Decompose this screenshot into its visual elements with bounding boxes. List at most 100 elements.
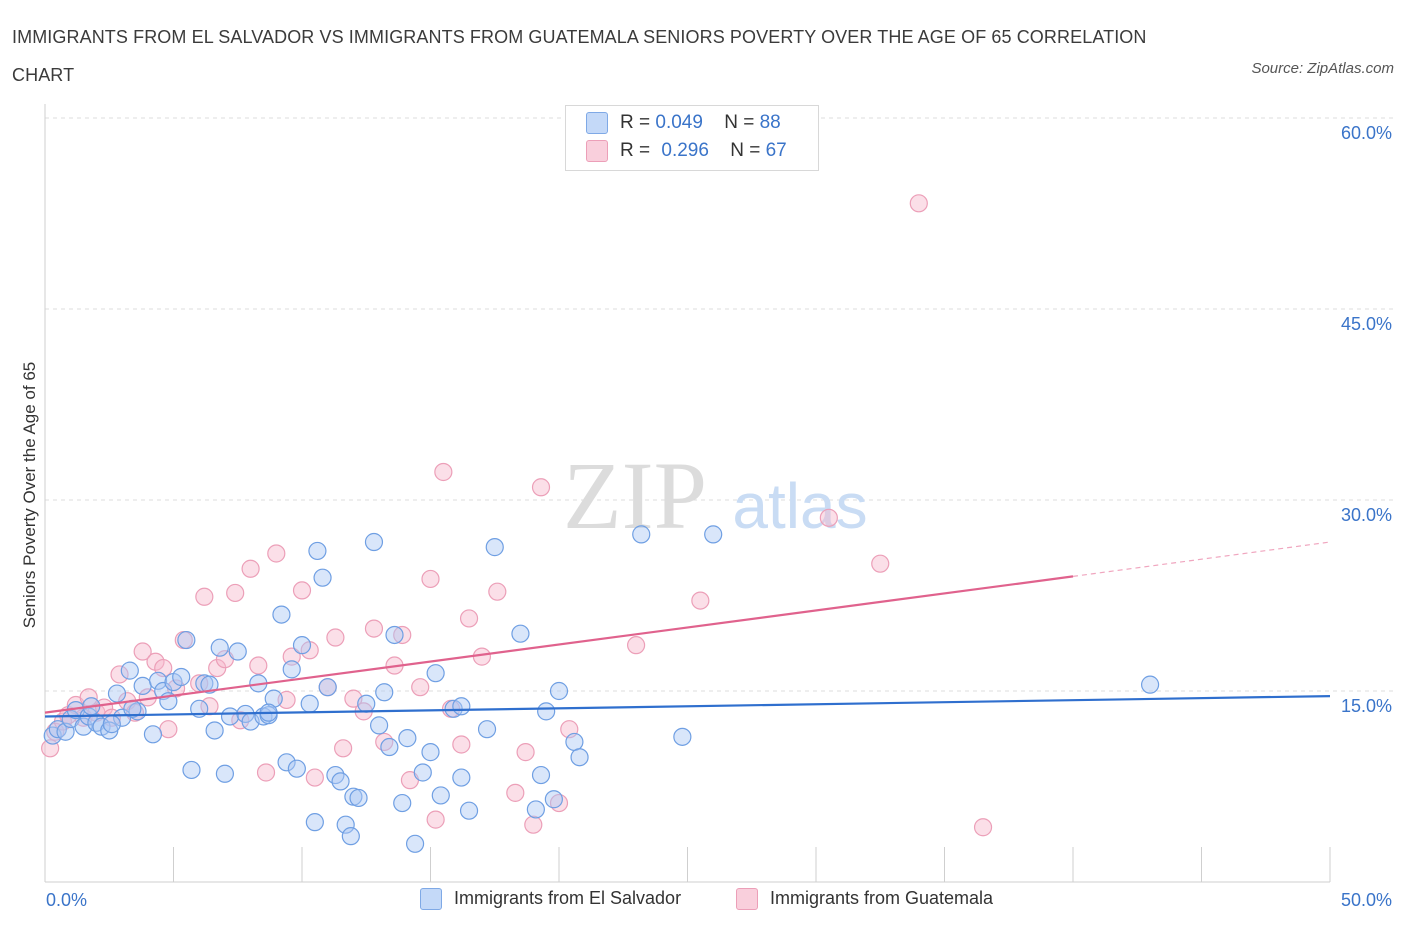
el-salvador-point: [200, 675, 219, 694]
y-tick-label: 60.0%: [1340, 123, 1392, 143]
guatemala-point: [159, 720, 178, 739]
guatemala-point: [241, 559, 260, 578]
guatemala-point: [277, 690, 296, 710]
el-salvador-point: [452, 768, 471, 787]
guatemala-point: [531, 478, 551, 497]
el-salvador-point: [357, 694, 376, 713]
guatemala-point: [292, 581, 312, 600]
bottom-legend-guatemala: Immigrants from Guatemala: [736, 888, 994, 911]
legend-n-label: N =: [724, 112, 755, 134]
el-salvador-point: [215, 764, 234, 783]
el-salvador-point: [511, 624, 530, 643]
el-salvador-point: [431, 786, 450, 805]
guatemala-point: [364, 619, 384, 638]
legend-row-guatemala: R = 0.296 N = 67: [586, 140, 787, 166]
guatemala-point: [326, 628, 345, 647]
el-salvador-points: [43, 525, 1160, 853]
legend-r-value: 0.296: [661, 140, 709, 162]
el-salvador-point: [264, 689, 283, 708]
el-salvador-point: [349, 788, 368, 808]
el-salvador-point: [336, 815, 355, 834]
el-salvador-point: [107, 684, 127, 703]
legend-r-label: R =: [620, 140, 651, 162]
el-salvador-point: [531, 765, 551, 785]
bottom-legend-label: Immigrants from Guatemala: [770, 888, 994, 908]
el-salvador-point: [300, 694, 319, 713]
guatemala-point: [626, 636, 646, 655]
watermark: ZIP atlas: [563, 442, 868, 549]
el-salvador-point: [177, 630, 196, 650]
guatemala-point: [488, 582, 507, 601]
el-salvador-point: [370, 716, 389, 735]
el-salvador-point: [526, 800, 545, 819]
el-salvador-trend-line: [44, 694, 1331, 718]
guatemala-point: [226, 583, 245, 603]
el-salvador-point: [228, 642, 247, 661]
guatemala-point: [434, 462, 453, 482]
el-salvador-point: [287, 759, 306, 778]
el-salvador-point: [398, 729, 417, 748]
el-salvador-point: [405, 834, 425, 853]
guatemala-point: [282, 647, 301, 666]
source-label: Source: ZipAtlas.com: [1251, 60, 1394, 77]
el-salvador-point: [133, 676, 152, 696]
trend-lines: [44, 541, 1331, 718]
el-salvador-point: [375, 683, 394, 702]
guatemala-point: [334, 739, 353, 758]
x-tick-max: 50.0%: [1340, 890, 1392, 910]
el-salvador-point: [120, 661, 139, 680]
el-salvador-point: [282, 660, 301, 679]
el-salvador-point: [632, 525, 651, 544]
el-salvador-point: [565, 732, 584, 752]
bottom-legend-swatch-pink: [736, 888, 758, 911]
guatemala-trend-extension: [1072, 541, 1331, 577]
el-salvador-point: [143, 725, 163, 744]
el-salvador-point: [331, 772, 350, 791]
legend-r-label: R =: [620, 112, 651, 134]
el-salvador-point: [704, 525, 723, 544]
el-salvador-point: [148, 671, 168, 690]
y-tick-label: 45.0%: [1340, 314, 1392, 334]
guatemala-point: [305, 768, 324, 787]
axes: [44, 104, 1331, 883]
el-salvador-point: [380, 737, 399, 757]
el-salvador-point: [364, 532, 384, 552]
y-tick-label: 15.0%: [1340, 696, 1392, 716]
el-salvador-point: [292, 636, 312, 655]
guatemala-point: [516, 743, 535, 762]
watermark-zip: ZIP: [563, 442, 707, 549]
guatemala-point: [133, 642, 152, 661]
bottom-legend-label: Immigrants from El Salvador: [454, 888, 682, 908]
guatemala-point: [871, 554, 890, 573]
el-salvador-point: [277, 753, 296, 772]
el-salvador-point: [477, 720, 497, 739]
guatemala-point: [375, 732, 394, 752]
el-salvador-point: [308, 541, 327, 561]
guatemala-trend-line: [44, 575, 1074, 714]
el-salvador-point: [452, 697, 471, 716]
el-salvador-point: [313, 568, 332, 587]
guatemala-point: [973, 818, 993, 837]
stats-legend: R = 0.049 N = 88 R = 0.296 N = 67: [565, 105, 819, 171]
guatemala-point: [524, 815, 543, 834]
watermark-atlas: atlas: [732, 470, 867, 542]
guatemala-point: [249, 656, 268, 675]
legend-swatch-pink: [586, 140, 608, 162]
guatemala-point: [909, 194, 928, 213]
guatemala-point: [267, 544, 286, 563]
guatemala-point: [426, 810, 445, 829]
legend-swatch-blue: [586, 112, 608, 134]
el-salvador-point: [426, 664, 445, 683]
el-salvador-point: [305, 813, 324, 832]
el-salvador-point: [549, 681, 569, 701]
x-tick-min: 0.0%: [46, 890, 88, 910]
el-salvador-point: [459, 801, 479, 820]
guatemala-point: [691, 591, 710, 610]
el-salvador-point: [205, 721, 224, 740]
el-salvador-point: [220, 707, 240, 726]
el-salvador-point: [318, 678, 337, 697]
guatemala-point: [452, 735, 471, 754]
legend-row-el-salvador: R = 0.049 N = 88: [586, 112, 781, 138]
el-salvador-point: [413, 763, 432, 782]
el-salvador-point: [537, 702, 556, 721]
